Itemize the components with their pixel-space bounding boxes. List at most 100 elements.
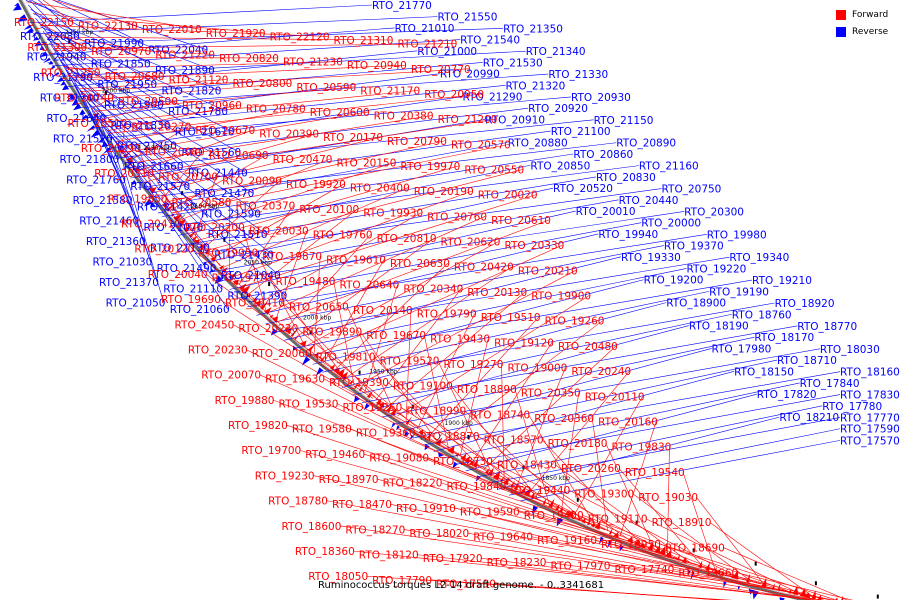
gene-label: RTO_21430	[214, 250, 274, 262]
label-leader-line	[130, 119, 486, 179]
gene-label: RTO_21350	[503, 23, 563, 35]
forward-gene-arrow	[238, 283, 247, 291]
axis-tick-label: 1900 kbp	[445, 420, 473, 427]
misc-feature-mark	[223, 237, 226, 242]
gene-label: RTO_19810	[316, 352, 376, 364]
gene-label: RTO_20170	[323, 132, 383, 144]
forward-gene-arrow	[613, 532, 619, 538]
gene-label: RTO_19400	[524, 510, 584, 522]
label-leader-line	[313, 255, 321, 353]
label-leader-line	[99, 120, 151, 262]
label-leader-line	[238, 205, 294, 285]
reverse-gene-arrow	[40, 51, 48, 58]
label-leader-line	[295, 237, 435, 338]
label-leader-line	[33, 13, 264, 34]
gene-label: RTO_18770	[797, 321, 857, 333]
gene-label: RTO_18730	[433, 456, 493, 468]
gene-label: RTO_20920	[528, 103, 588, 115]
label-leader-line	[439, 320, 603, 444]
label-leader-line	[392, 348, 820, 425]
label-leader-line	[101, 90, 419, 123]
label-leader-line	[568, 489, 739, 578]
label-leader-line	[42, 0, 73, 23]
gene-label: RTO_20850	[530, 160, 590, 172]
misc-feature-mark	[814, 581, 817, 586]
label-leader-line	[376, 478, 700, 566]
gene-label: RTO_21340	[526, 46, 586, 58]
forward-swatch	[836, 9, 846, 20]
forward-gene-arrow	[548, 498, 555, 509]
label-leader-line	[386, 381, 526, 493]
gene-label: RTO_19530	[279, 398, 339, 410]
gene-label: RTO_20180	[548, 438, 608, 450]
label-leader-line	[114, 140, 286, 296]
label-leader-line	[46, 36, 392, 41]
gene-label: RTO_20130	[467, 287, 527, 299]
reverse-gene-arrow	[13, 2, 20, 7]
gene-label: RTO_19190	[709, 286, 769, 298]
label-leader-line	[371, 325, 689, 411]
label-leader-line	[389, 503, 749, 581]
label-leader-line	[71, 75, 163, 78]
gene-label: RTO_20120	[134, 244, 194, 256]
axis-tick-label: 2250 kbp	[65, 29, 93, 36]
gene-label: RTO_19120	[494, 337, 554, 349]
label-leader-line	[39, 25, 328, 37]
label-leader-line	[162, 140, 446, 203]
label-leader-line	[232, 324, 415, 428]
gene-label: RTO_20200	[185, 222, 245, 234]
label-leader-line	[154, 136, 382, 193]
label-leader-line	[375, 288, 462, 401]
label-leader-line	[131, 115, 432, 164]
label-leader-line	[373, 356, 481, 469]
misc-feature-mark	[876, 594, 879, 599]
gene-label: RTO_21130	[150, 243, 210, 255]
label-leader-line	[682, 471, 716, 571]
label-leader-line	[218, 298, 374, 399]
gene-label: RTO_20370	[235, 201, 295, 213]
gene-label: RTO_21660	[124, 161, 184, 173]
gene-label: RTO_21750	[117, 140, 177, 152]
forward-gene-arrow	[177, 219, 186, 228]
label-leader-line	[58, 57, 278, 59]
gene-label: RTO_20190	[414, 186, 474, 198]
gene-label: RTO_19080	[369, 452, 429, 464]
label-leader-line	[437, 360, 493, 475]
gene-label: RTO_21420	[137, 202, 197, 214]
gene-label: RTO_21120	[169, 75, 229, 87]
forward-gene-arrow	[358, 386, 364, 392]
label-leader-line	[65, 61, 342, 70]
gene-label: RTO_18920	[775, 298, 835, 310]
gene-label: RTO_19820	[228, 420, 288, 432]
misc-feature-mark	[104, 90, 107, 95]
gene-label: RTO_20070	[201, 370, 261, 382]
gene-label: RTO_18230	[487, 557, 547, 569]
gene-label: RTO_21290	[463, 92, 523, 104]
label-leader-line	[120, 122, 126, 151]
label-leader-line	[351, 313, 732, 396]
gene-label: RTO_18170	[754, 332, 814, 344]
label-leader-line	[581, 514, 788, 592]
label-leader-line	[386, 291, 526, 409]
reverse-gene-arrow	[32, 36, 39, 41]
label-leader-line	[28, 4, 92, 78]
label-leader-line	[259, 374, 502, 481]
label-leader-line	[450, 385, 538, 499]
label-leader-line	[47, 39, 233, 132]
gene-label: RTO_18690	[665, 542, 725, 554]
label-leader-line	[229, 210, 576, 290]
gene-label: RTO_19890	[302, 326, 362, 338]
gene-label: RTO_20230	[188, 344, 248, 356]
label-leader-line	[93, 86, 355, 112]
misc-feature-mark	[358, 370, 361, 375]
label-leader-line	[423, 371, 841, 446]
gene-label: RTO_20380	[374, 111, 434, 123]
reverse-gene-arrow	[395, 425, 400, 431]
label-leader-line	[245, 349, 458, 455]
gene-label: RTO_19510	[481, 312, 541, 324]
misc-feature-mark	[754, 561, 757, 566]
gene-label: RTO_20760	[427, 211, 487, 223]
gene-label: RTO_19030	[638, 492, 698, 504]
gene-label: RTO_20740	[54, 93, 114, 105]
label-leader-line	[78, 79, 227, 90]
